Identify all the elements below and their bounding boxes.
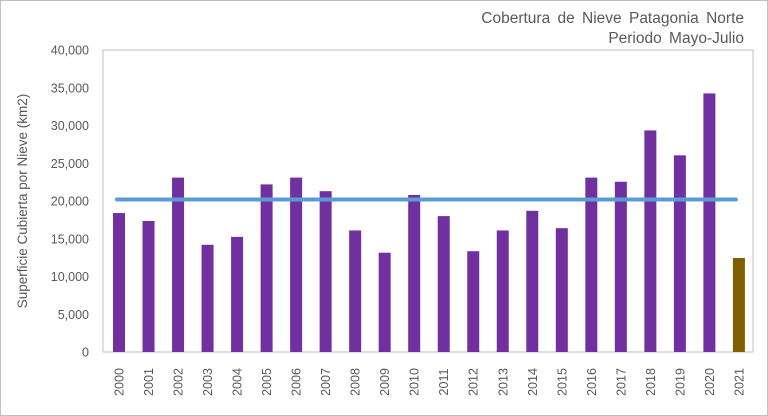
y-tick-label: 30,000 [51, 119, 89, 133]
chart-title-line-2: Periodo Mayo-Julio [608, 30, 744, 47]
x-tick-label: 2018 [644, 368, 658, 396]
bar-2010 [408, 194, 421, 352]
bar-2015 [555, 228, 568, 352]
bar-2019 [673, 155, 686, 352]
y-tick-label: 40,000 [51, 44, 89, 58]
x-tick-label: 2005 [260, 368, 274, 396]
x-tick-label: 2012 [467, 368, 481, 396]
x-tick-label: 2004 [231, 368, 245, 396]
y-tick-label: 35,000 [51, 81, 89, 95]
x-tick-label: 2006 [290, 368, 304, 396]
x-tick-label: 2021 [732, 368, 746, 396]
bar-2018 [644, 130, 657, 352]
x-tick-label: 2000 [113, 368, 127, 396]
bar-2001 [142, 221, 155, 352]
y-tick-label: 0 [82, 346, 89, 360]
y-axis-label: Superficie Cubierta por Nieve (km2) [15, 94, 30, 309]
x-tick-label: 2020 [703, 368, 717, 396]
bar-2007 [319, 191, 332, 352]
y-tick-label: 15,000 [51, 232, 89, 246]
x-tick-label: 2008 [349, 368, 363, 396]
bar-2006 [290, 177, 303, 352]
bar-2011 [437, 216, 450, 352]
bar-2005 [260, 184, 273, 352]
x-tick-label: 2013 [496, 368, 510, 396]
bar-2013 [496, 230, 509, 352]
bar-2009 [378, 252, 391, 352]
chart-title-line-1: Cobertura de Nieve Patagonia Norte [481, 10, 744, 27]
y-tick-label: 5,000 [58, 308, 89, 322]
x-tick-label: 2007 [319, 368, 333, 396]
x-tick-label: 2002 [172, 368, 186, 396]
plot-area-border [102, 49, 754, 353]
bar-2012 [467, 251, 480, 352]
bar-2003 [201, 244, 214, 352]
x-tick-label: 2010 [408, 368, 422, 396]
bar-2000 [113, 213, 125, 352]
x-tick-label: 2017 [614, 368, 628, 396]
y-tick-label: 20,000 [51, 195, 89, 209]
bar-2020 [703, 93, 716, 352]
bar-2016 [585, 177, 598, 352]
y-tick-label: 25,000 [51, 157, 89, 171]
x-tick-label: 2009 [378, 368, 392, 396]
x-tick-label: 2003 [201, 368, 215, 396]
bar-2014 [526, 210, 539, 352]
bar-2002 [172, 177, 185, 352]
x-tick-label: 2001 [142, 368, 156, 396]
y-tick-label: 10,000 [51, 270, 89, 284]
bar-2017 [614, 181, 627, 352]
x-tick-label: 2019 [673, 368, 687, 396]
x-tick-label: 2011 [437, 369, 451, 396]
bar-2004 [231, 236, 244, 352]
x-tick-label: 2014 [526, 368, 540, 396]
x-tick-label: 2016 [585, 368, 599, 396]
bar-2021 [732, 258, 745, 352]
x-tick-label: 2015 [555, 368, 569, 396]
bar-2008 [349, 230, 362, 352]
